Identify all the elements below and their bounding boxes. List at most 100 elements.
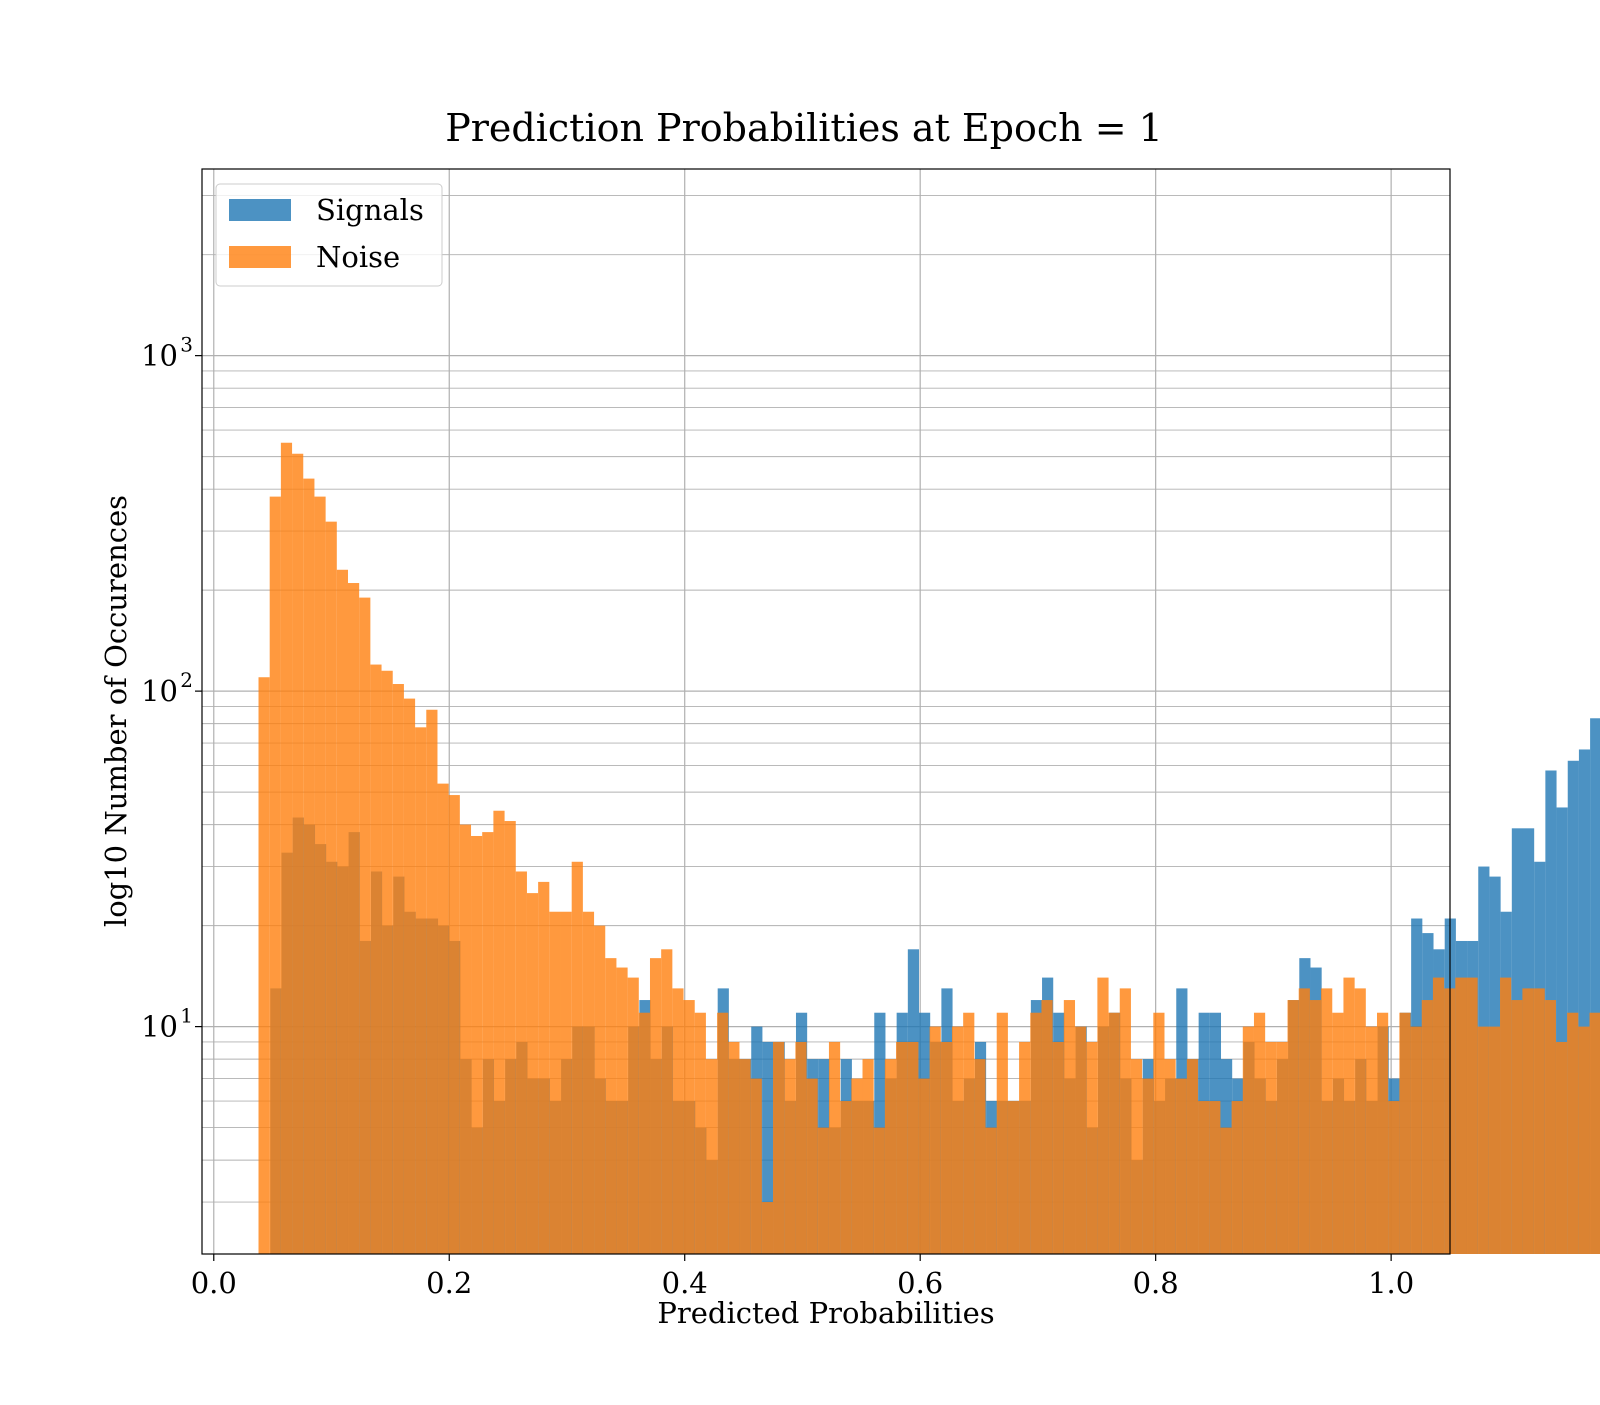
signals-bar [1567, 760, 1579, 1254]
noise-bar [1321, 988, 1333, 1254]
noise-bar [627, 977, 639, 1254]
x-axis-label: Predicted Probabilities [657, 1296, 994, 1330]
noise-bar [1421, 1000, 1433, 1254]
noise-bar [560, 911, 572, 1254]
noise-bar [1130, 1059, 1143, 1254]
noise-bar [1309, 1000, 1322, 1254]
noise-bar [594, 925, 606, 1254]
noise-bar [1511, 1000, 1523, 1254]
noise-bar [1030, 1012, 1042, 1254]
legend-swatch-signals [229, 199, 291, 221]
noise-bar [1365, 1026, 1378, 1254]
signals-bar [1590, 718, 1600, 1254]
x-tick-label: 0.4 [662, 1266, 708, 1300]
noise-bar [459, 824, 472, 1254]
noise-bar [672, 988, 684, 1254]
noise-bar [1198, 1101, 1210, 1254]
noise-bar [1186, 1059, 1199, 1254]
noise-bar [448, 795, 460, 1254]
noise-bar [1209, 1101, 1221, 1254]
noise-bar [482, 832, 494, 1254]
noise-bar [1287, 1000, 1299, 1254]
noise-bar [795, 1041, 807, 1254]
noise-bar [1075, 1026, 1087, 1254]
noise-bar [336, 569, 348, 1254]
noise-bar [549, 911, 561, 1254]
noise-bar [1533, 988, 1545, 1254]
legend-label-noise: Noise [316, 240, 400, 274]
noise-bar [884, 1059, 897, 1254]
noise-bar [493, 810, 505, 1254]
x-tick-label: 0.6 [897, 1266, 943, 1300]
y-tick-label-exponent: 1 [180, 1004, 193, 1028]
noise-bar [1041, 1000, 1053, 1254]
noise-bar [269, 496, 281, 1254]
noise-bar [538, 881, 550, 1254]
signals-bar [1556, 807, 1568, 1254]
noise-bar [381, 670, 393, 1254]
noise-bar [1108, 1012, 1120, 1254]
noise-bar [292, 453, 304, 1254]
noise-bar [1466, 977, 1478, 1254]
noise-bar [1477, 1026, 1489, 1254]
noise-bar [896, 1041, 908, 1254]
noise-bar [1086, 1041, 1098, 1254]
noise-bar [347, 583, 360, 1254]
noise-bar [1164, 1059, 1176, 1254]
noise-bar [918, 1078, 930, 1254]
noise-bar [1142, 1078, 1154, 1254]
noise-bar [851, 1078, 863, 1254]
noise-bar [750, 1078, 762, 1254]
y-tick-label-exponent: 2 [180, 668, 193, 692]
noise-bar [784, 1059, 796, 1254]
noise-bar [963, 1012, 975, 1254]
noise-bar [929, 1026, 941, 1254]
noise-bar [258, 677, 270, 1254]
noise-bar [1432, 977, 1445, 1254]
x-tick-label: 1.0 [1368, 1266, 1414, 1300]
noise-bar [728, 1041, 740, 1254]
noise-bar [359, 597, 371, 1254]
noise-bar [515, 871, 527, 1254]
noise-bar [1265, 1041, 1277, 1254]
noise-bar [683, 1000, 695, 1254]
noise-bar [638, 1012, 650, 1254]
noise-bar [1567, 1012, 1579, 1254]
noise-bar [1500, 977, 1512, 1254]
noise-bar [1253, 1012, 1266, 1254]
noise-bar [1153, 1012, 1165, 1254]
noise-bar [1399, 1012, 1411, 1254]
noise-bar [426, 709, 438, 1254]
legend: Signals Noise [215, 183, 443, 287]
x-tick-label: 0.0 [191, 1266, 237, 1300]
y-tick-label: 10 [141, 1010, 178, 1044]
noise-bar [761, 1202, 774, 1254]
y-tick-label: 10 [141, 339, 178, 373]
noise-bar [1052, 1041, 1064, 1254]
noise-bar [1377, 1012, 1389, 1254]
signals-bar [762, 1041, 774, 1254]
noise-bar [605, 958, 617, 1254]
noise-bar [828, 1041, 841, 1254]
noise-bar [817, 1127, 829, 1254]
noise-bar [325, 521, 337, 1254]
noise-bar [996, 1012, 1008, 1254]
noise-bar [951, 1026, 964, 1254]
noise-bar [1220, 1127, 1232, 1254]
noise-bar [392, 684, 404, 1254]
noise-bar [1522, 988, 1534, 1254]
noise-bar [1354, 988, 1366, 1254]
noise-bar [661, 949, 673, 1254]
noise-bar [1298, 988, 1310, 1254]
noise-bar [873, 1127, 885, 1254]
noise-bar [1544, 1000, 1556, 1254]
y-tick-label-exponent: 3 [180, 333, 193, 357]
noise-bar [649, 958, 662, 1254]
noise-bar [773, 1041, 785, 1254]
noise-bar [1242, 1026, 1254, 1254]
noise-bar [504, 821, 516, 1254]
noise-bar [907, 1041, 919, 1254]
noise-bar [1097, 977, 1109, 1254]
